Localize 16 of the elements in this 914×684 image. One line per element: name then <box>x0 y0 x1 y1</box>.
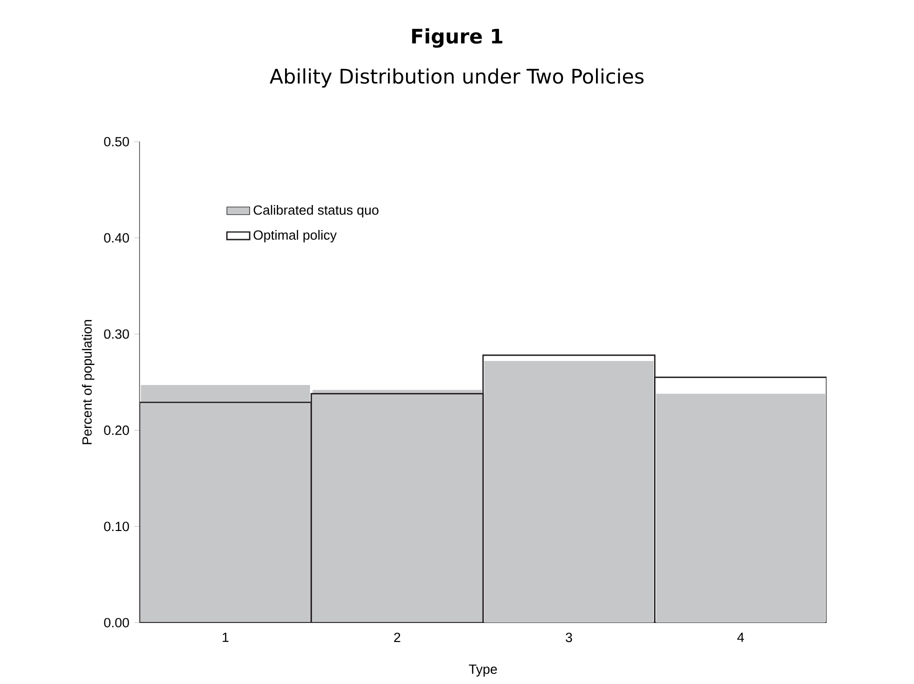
x-tick-label: 4 <box>737 632 744 642</box>
x-tick-label: 1 <box>222 632 228 642</box>
y-axis-title: Percent of population <box>82 320 94 444</box>
x-tick-label: 3 <box>566 632 572 642</box>
y-tick-label: 0.20 <box>104 426 129 435</box>
chart-subtitle: Ability Distribution under Two Policies <box>270 68 644 88</box>
y-tick-label: 0.10 <box>104 522 129 532</box>
y-tick-label: 0.00 <box>104 618 129 628</box>
x-tick-label: 2 <box>394 632 400 642</box>
y-tick-label: 0.50 <box>104 136 129 146</box>
legend-label: Calibrated status quo <box>254 204 378 218</box>
y-tick-label: 0.30 <box>104 329 129 339</box>
x-axis-title: Type <box>468 664 497 677</box>
chart-title: Figure 1 <box>412 28 502 48</box>
legend-label: Optimal policy <box>254 230 337 242</box>
y-tick-label: 0.40 <box>104 233 129 243</box>
